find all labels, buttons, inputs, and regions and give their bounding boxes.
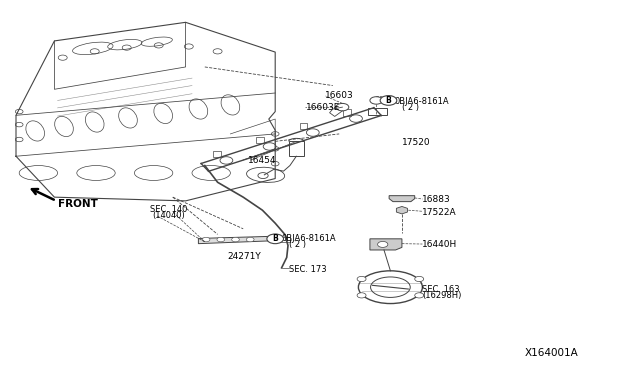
Polygon shape <box>389 196 415 202</box>
Text: SEC. 140: SEC. 140 <box>150 205 188 214</box>
Text: (14040): (14040) <box>152 211 185 219</box>
Text: (16298H): (16298H) <box>422 291 462 300</box>
Circle shape <box>415 276 424 282</box>
Circle shape <box>349 115 362 122</box>
Circle shape <box>357 293 366 298</box>
Bar <box>289 141 304 156</box>
Bar <box>213 151 221 157</box>
Circle shape <box>380 96 397 105</box>
Text: 16603E: 16603E <box>306 103 340 112</box>
Circle shape <box>357 276 366 282</box>
Text: 17522A: 17522A <box>422 208 457 217</box>
Bar <box>278 237 290 242</box>
Circle shape <box>220 157 233 164</box>
Bar <box>257 137 264 144</box>
Circle shape <box>217 237 225 242</box>
Circle shape <box>307 129 319 136</box>
Text: 24271Y: 24271Y <box>227 252 261 261</box>
Text: B: B <box>386 96 391 105</box>
Text: 0BJA6-8161A: 0BJA6-8161A <box>394 97 449 106</box>
Text: ( 2 ): ( 2 ) <box>289 240 307 248</box>
Bar <box>368 108 387 115</box>
Polygon shape <box>370 239 402 250</box>
Text: ( 2 ): ( 2 ) <box>402 103 419 112</box>
Text: FRONT: FRONT <box>58 199 97 209</box>
Text: 16883: 16883 <box>422 195 451 203</box>
Circle shape <box>370 97 383 104</box>
Text: 17520: 17520 <box>402 138 431 147</box>
Text: 16454: 16454 <box>248 156 277 165</box>
Circle shape <box>267 234 284 244</box>
Circle shape <box>336 103 349 111</box>
Circle shape <box>246 237 254 242</box>
Circle shape <box>378 241 388 247</box>
Circle shape <box>232 237 239 242</box>
Text: 16603: 16603 <box>325 92 354 100</box>
Circle shape <box>415 293 424 298</box>
Text: 16440H: 16440H <box>422 240 458 249</box>
Text: X164001A: X164001A <box>525 348 579 358</box>
Text: B: B <box>273 234 278 243</box>
Circle shape <box>202 237 210 242</box>
Circle shape <box>263 143 276 150</box>
Text: SEC. 173: SEC. 173 <box>289 265 327 274</box>
Text: SEC. 163: SEC. 163 <box>422 285 460 294</box>
Polygon shape <box>198 236 283 244</box>
Bar <box>343 109 351 116</box>
Bar <box>300 123 307 129</box>
Text: 0BJA6-8161A: 0BJA6-8161A <box>282 234 336 243</box>
